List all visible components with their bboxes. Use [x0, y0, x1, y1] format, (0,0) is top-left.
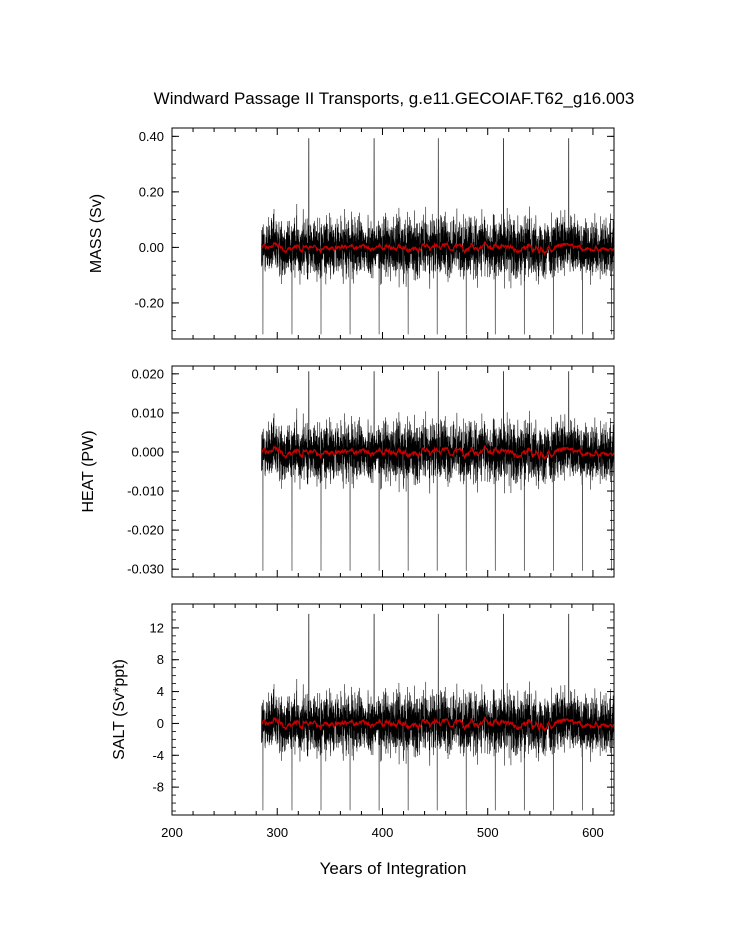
- heat-y-tick-label: 0.010: [131, 405, 164, 420]
- salt-raw-line: [261, 613, 615, 811]
- salt-y-tick-label: -4: [152, 748, 164, 763]
- heat-smoothed-line: [260, 445, 615, 460]
- mass-smoothed-series: [260, 240, 615, 257]
- heat-axis-ticks: 0.020 0.010 0.000 -0.010 -0.020 -0.030: [127, 366, 615, 577]
- heat-plot-frame: [171, 365, 615, 578]
- heat-y-tick-label: -0.030: [127, 562, 164, 577]
- mass-y-axis-label: MASS (Sv): [88, 194, 105, 273]
- salt-plot-frame: [171, 603, 615, 816]
- salt-smoothed-series: [260, 716, 615, 732]
- heat-y-tick-label: -0.010: [127, 484, 164, 499]
- salt-y-tick-label: 0: [157, 716, 164, 731]
- heat-smoothed-series: [260, 445, 615, 460]
- mass-y-tick-label: -0.20: [134, 295, 164, 310]
- mass-raw-line: [261, 138, 615, 335]
- mass-axis-ticks: 0.40 0.20 0.00 -0.20: [134, 128, 615, 339]
- mass-y-tick-label: 0.40: [139, 129, 164, 144]
- salt-y-tick-label: 12: [150, 620, 164, 635]
- mass-y-tick-label: 0.00: [139, 240, 164, 255]
- mass-panel: 0.40 0.20 0.00 -0.20 MASS (Sv): [88, 127, 615, 340]
- mass-y-tick-label: 0.20: [139, 184, 164, 199]
- heat-raw-series: [261, 371, 615, 571]
- x-tick-label: 400: [372, 825, 394, 840]
- heat-y-tick-label: 0.000: [131, 444, 164, 459]
- heat-y-tick-label: -0.020: [127, 523, 164, 538]
- salt-axis-ticks: 12 8 4 0 -4 -8 200 300 400 500 600: [150, 603, 615, 840]
- salt-y-axis-label: SALT (Sv*ppt): [111, 659, 128, 760]
- heat-y-tick-label: 0.020: [131, 366, 164, 381]
- mass-raw-series: [261, 138, 615, 335]
- salt-raw-series: [261, 613, 615, 811]
- x-tick-label: 500: [477, 825, 499, 840]
- salt-y-tick-label: 8: [157, 652, 164, 667]
- salt-y-tick-label: -8: [152, 780, 164, 795]
- salt-y-tick-label: 4: [157, 684, 164, 699]
- x-axis-label: Years of Integration: [320, 859, 467, 878]
- mass-smoothed-line: [260, 240, 615, 257]
- figure-title: Windward Passage II Transports, g.e11.GE…: [154, 89, 635, 108]
- x-tick-label: 600: [582, 825, 604, 840]
- salt-panel: 12 8 4 0 -4 -8 200 300 400 500 600 SALT (Sv*ppt): [111, 603, 615, 840]
- salt-smoothed-line: [260, 716, 615, 732]
- heat-y-axis-label: HEAT (PW): [80, 430, 97, 512]
- x-tick-label: 200: [161, 825, 183, 840]
- heat-raw-line: [261, 371, 615, 571]
- heat-panel: 0.020 0.010 0.000 -0.010 -0.020 -0.030 HEAT (…: [80, 365, 615, 578]
- x-tick-label: 300: [266, 825, 288, 840]
